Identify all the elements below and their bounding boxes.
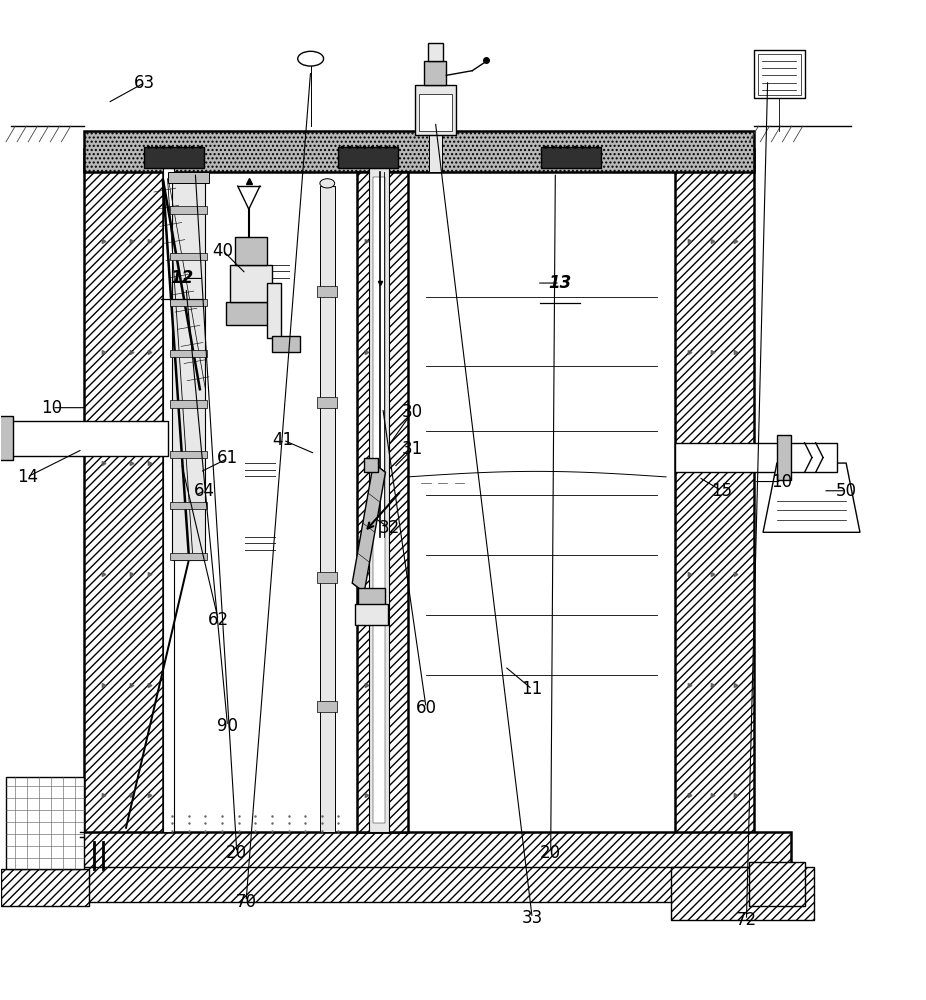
Bar (1, 421, 168, 456)
Text: 20: 20 (540, 844, 561, 862)
Bar (424, 61, 446, 85)
Text: 33: 33 (521, 909, 543, 927)
Bar (355, 604, 388, 625)
Bar (372, 177, 385, 823)
Ellipse shape (319, 179, 334, 188)
Bar (757, 54, 801, 95)
Text: 40: 40 (212, 242, 233, 260)
Bar (415, 85, 456, 135)
Bar (670, 867, 814, 920)
Text: 63: 63 (134, 74, 155, 92)
Bar (170, 502, 207, 509)
Bar (675, 149, 754, 869)
Bar (172, 177, 206, 560)
Bar (317, 397, 337, 408)
Bar (170, 451, 207, 458)
Polygon shape (763, 463, 860, 532)
Text: 30: 30 (402, 403, 423, 421)
Bar (47, 867, 791, 902)
Text: 15: 15 (711, 482, 732, 500)
Bar (777, 435, 791, 480)
Bar (317, 572, 337, 583)
Bar (6, 777, 84, 869)
Bar (317, 286, 337, 297)
Text: 12: 12 (169, 269, 193, 287)
Text: 50: 50 (835, 482, 857, 500)
Bar (170, 400, 207, 408)
Ellipse shape (298, 51, 323, 66)
Polygon shape (352, 463, 385, 592)
Bar (268, 283, 282, 338)
Bar (786, 443, 837, 472)
Bar (84, 149, 163, 869)
Bar (163, 168, 174, 832)
Text: 72: 72 (736, 911, 757, 929)
Text: 62: 62 (207, 611, 229, 629)
Bar (675, 443, 782, 472)
Text: 64: 64 (194, 482, 215, 500)
Bar (407, 172, 675, 832)
Bar (170, 553, 207, 560)
Bar (419, 94, 452, 131)
Text: 61: 61 (217, 449, 238, 467)
Text: 32: 32 (379, 519, 400, 537)
Bar (364, 458, 378, 472)
Text: 41: 41 (272, 431, 294, 449)
Text: 10: 10 (771, 473, 792, 491)
Bar (163, 172, 357, 832)
Bar (357, 172, 407, 832)
Bar (357, 588, 385, 606)
Bar (170, 206, 207, 214)
Bar (754, 50, 805, 98)
Bar (226, 302, 277, 325)
Bar (47, 832, 791, 869)
Bar (235, 237, 268, 265)
Bar (319, 186, 334, 832)
Bar (338, 147, 398, 168)
Text: 14: 14 (17, 468, 38, 486)
Text: 10: 10 (42, 399, 63, 417)
Text: 13: 13 (548, 274, 571, 292)
Text: 31: 31 (402, 440, 423, 458)
Bar (749, 862, 805, 906)
Bar (170, 253, 207, 260)
Bar (144, 147, 205, 168)
Bar (170, 299, 207, 306)
Bar (369, 168, 389, 832)
Bar (170, 350, 207, 357)
Text: 11: 11 (521, 680, 543, 698)
Bar (428, 43, 443, 61)
Text: 60: 60 (416, 699, 436, 717)
Text: 90: 90 (217, 717, 238, 735)
Bar (0, 416, 13, 460)
Bar (317, 701, 337, 712)
Bar (169, 172, 209, 183)
Bar (84, 131, 754, 172)
Bar (272, 336, 300, 352)
Text: 70: 70 (235, 893, 257, 911)
Bar (1, 869, 89, 906)
Bar (231, 265, 272, 302)
Bar (542, 147, 602, 168)
Text: 20: 20 (226, 844, 247, 862)
Bar (429, 135, 442, 172)
